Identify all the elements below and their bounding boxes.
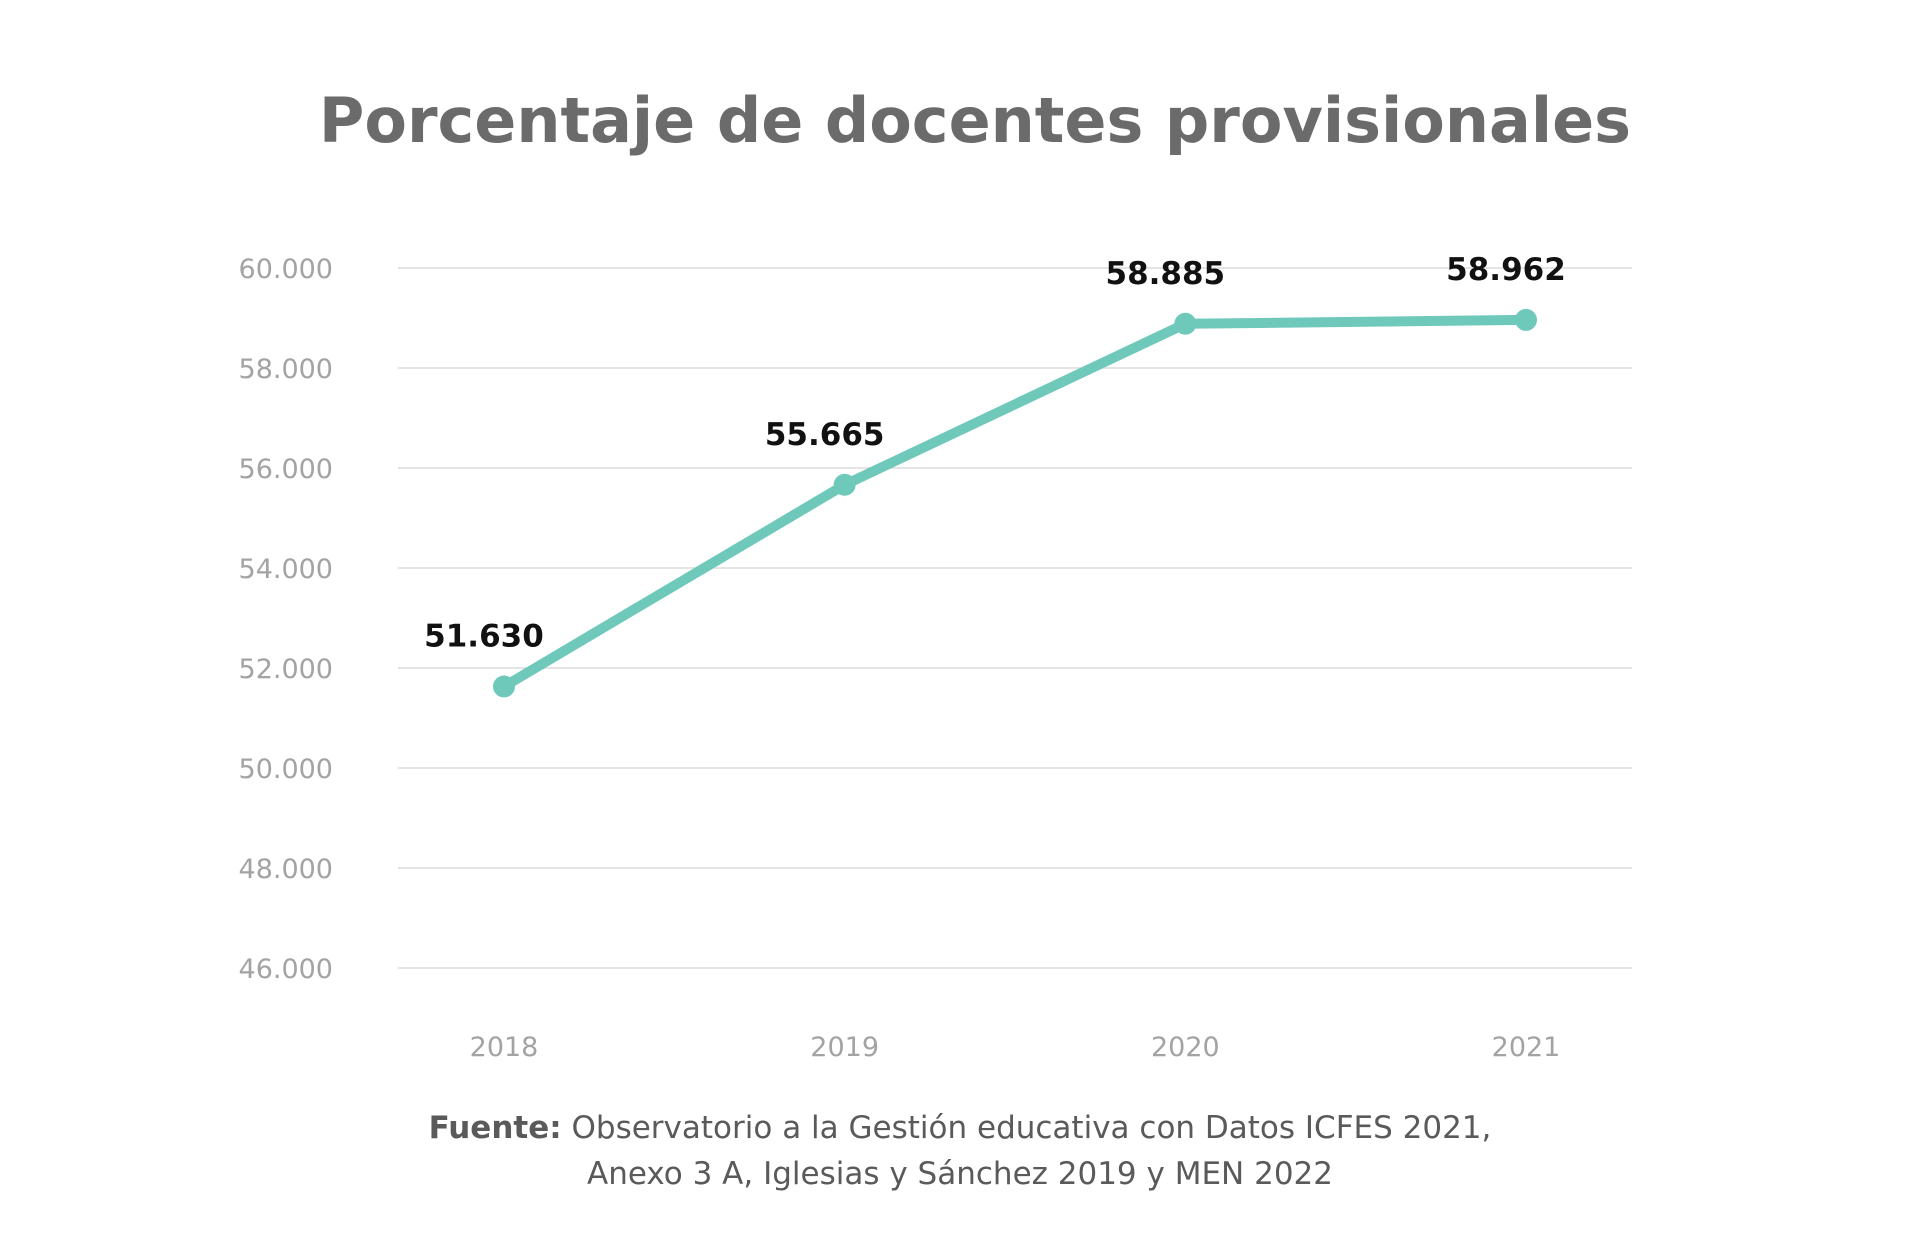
y-tick-label: 58.000: [239, 354, 333, 385]
chart-title: Porcentaje de docentes provisionales: [319, 84, 1631, 157]
source-note: Fuente: Observatorio a la Gestión educat…: [0, 1105, 1920, 1197]
data-labels: 51.630 55.665 58.885 58.962: [424, 252, 1566, 655]
y-tick-label: 54.000: [239, 554, 333, 585]
series-line: [499, 314, 1531, 692]
data-point: [493, 675, 515, 698]
y-tick-label: 48.000: [239, 854, 333, 885]
x-axis-tick-labels: 2018 2019 2020 2021: [470, 1032, 1561, 1063]
x-tick-label: 2020: [1151, 1032, 1220, 1063]
y-tick-label: 60.000: [239, 254, 333, 285]
y-tick-label: 50.000: [239, 754, 333, 785]
data-point: [833, 473, 856, 496]
x-tick-label: 2021: [1492, 1032, 1561, 1063]
data-points: [493, 308, 1537, 698]
data-label: 58.885: [1106, 256, 1226, 292]
x-tick-label: 2019: [810, 1032, 879, 1063]
gridlines: [398, 267, 1632, 969]
source-text-1: Observatorio a la Gestión educativa con …: [561, 1110, 1492, 1146]
y-tick-label: 46.000: [239, 954, 333, 985]
data-point: [1174, 312, 1197, 335]
data-label: 55.665: [765, 417, 885, 453]
y-tick-label: 52.000: [239, 654, 333, 685]
source-line-2: Anexo 3 A, Iglesias y Sánchez 2019 y MEN…: [587, 1156, 1333, 1192]
data-point: [1515, 308, 1537, 331]
source-prefix: Fuente:: [428, 1110, 562, 1146]
y-tick-label: 56.000: [239, 454, 333, 485]
data-label: 58.962: [1446, 252, 1566, 288]
x-tick-label: 2018: [470, 1032, 539, 1063]
data-label: 51.630: [424, 619, 544, 655]
source-line-1: Fuente: Observatorio a la Gestión educat…: [0, 1105, 1920, 1151]
y-axis-tick-labels: 46.000 48.000 50.000 52.000 54.000 56.000 58.0…: [239, 254, 333, 985]
